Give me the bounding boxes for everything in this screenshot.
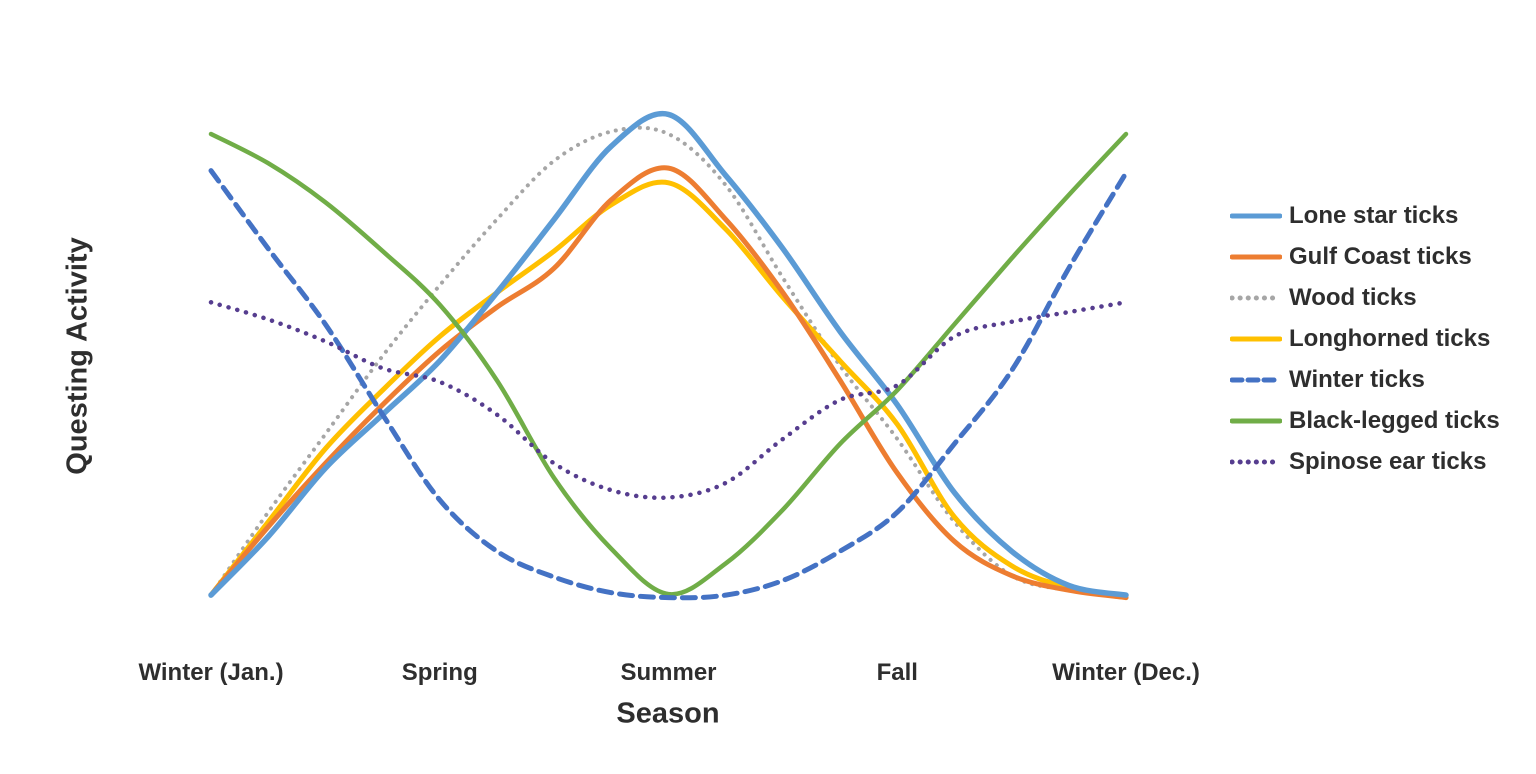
- x-axis-title: Season: [616, 697, 720, 730]
- legend-label: Wood ticks: [1289, 283, 1417, 311]
- series-line-black-legged-ticks: [208, 131, 1129, 597]
- legend-item: Black-legged ticks: [1230, 400, 1500, 441]
- series-line-winter-ticks: [208, 168, 1129, 601]
- legend-item: Longhorned ticks: [1230, 318, 1500, 359]
- series-line-gulf-coast-ticks: [208, 165, 1129, 601]
- legend-label: Gulf Coast ticks: [1289, 242, 1472, 270]
- series-line-longhorned-ticks: [208, 179, 1129, 601]
- legend-swatch-icon: [1230, 377, 1282, 382]
- legend-swatch-icon: [1230, 418, 1282, 423]
- legend-item: Gulf Coast ticks: [1230, 236, 1500, 277]
- legend-label: Winter ticks: [1289, 365, 1425, 393]
- legend-label: Black-legged ticks: [1289, 406, 1500, 434]
- series-line-lone-star-ticks: [208, 110, 1129, 598]
- series-line-spinose-ear-ticks: [208, 300, 1129, 501]
- legend-swatch-icon: [1230, 213, 1282, 218]
- legend-swatch-icon: [1230, 254, 1282, 259]
- legend-swatch-icon: [1230, 336, 1282, 341]
- x-tick-label-summer: Summer: [620, 659, 717, 686]
- x-tick-label-winter-jan-: Winter (Jan.): [138, 659, 284, 686]
- legend-item: Winter ticks: [1230, 359, 1500, 400]
- legend-label: Lone star ticks: [1289, 201, 1459, 229]
- y-axis-title: Questing Activity: [61, 237, 94, 475]
- legend-label: Longhorned ticks: [1289, 324, 1491, 352]
- legend-item: Spinose ear ticks: [1230, 441, 1500, 482]
- x-tick-label-winter-dec-: Winter (Dec.): [1052, 659, 1200, 686]
- x-tick-label-spring: Spring: [401, 659, 478, 686]
- legend-item: Wood ticks: [1230, 277, 1500, 318]
- x-tick-label-fall: Fall: [876, 659, 918, 686]
- legend-item: Lone star ticks: [1230, 195, 1500, 236]
- legend-swatch-icon: [1230, 459, 1282, 464]
- legend-label: Spinose ear ticks: [1289, 447, 1487, 475]
- legend-swatch-icon: [1230, 295, 1282, 300]
- legend: Lone star ticks Gulf Coast ticks Wood tick…: [1230, 195, 1500, 482]
